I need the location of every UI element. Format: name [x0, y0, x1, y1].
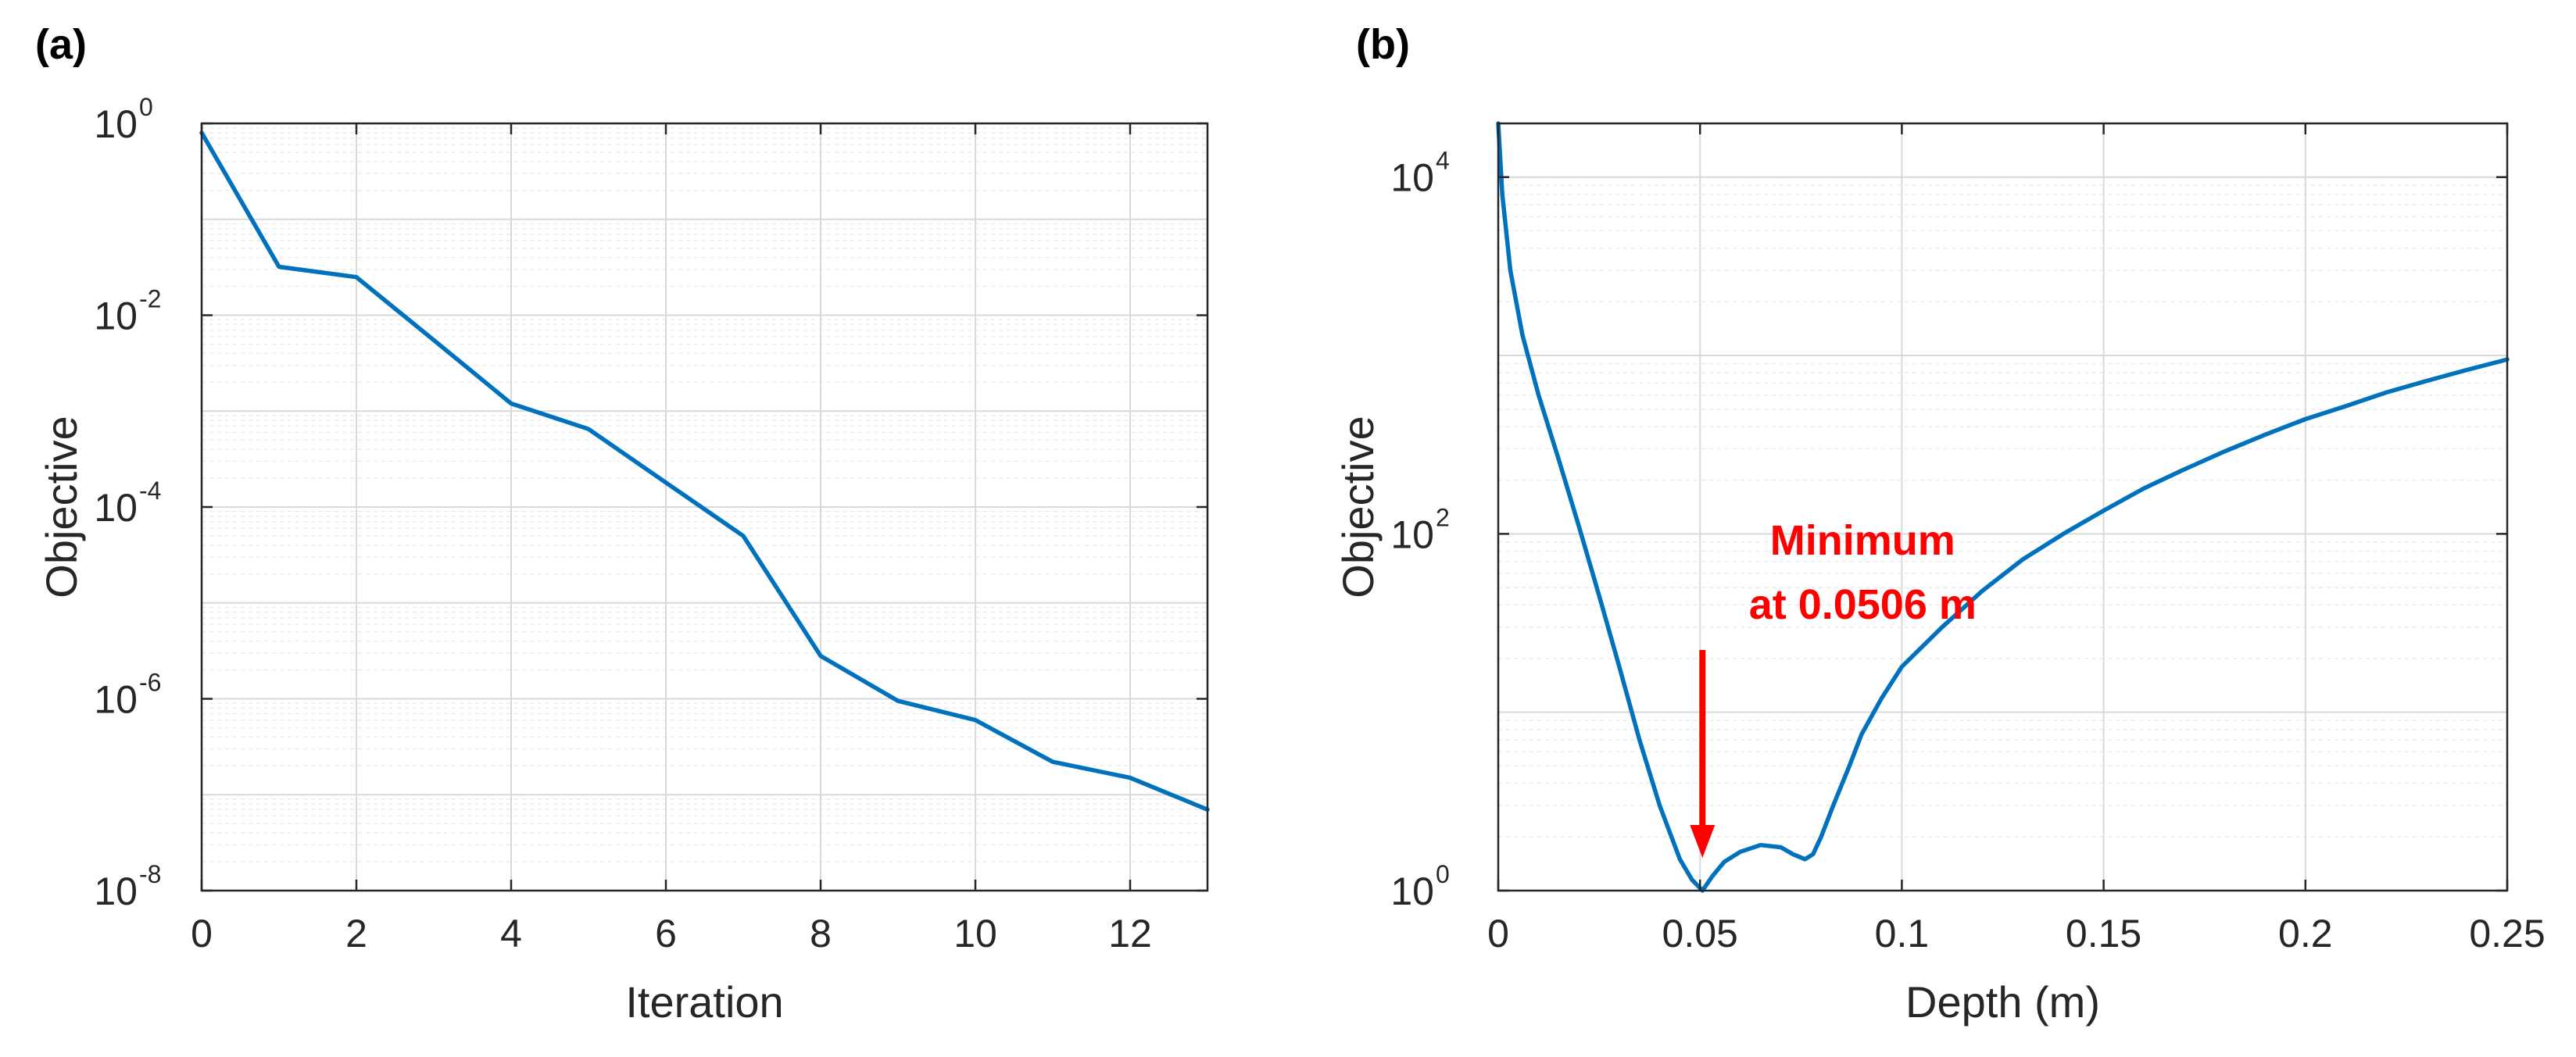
plot-area [1498, 123, 2507, 891]
y-tick-exponent: 4 [1436, 147, 1450, 175]
y-tick-exponent: -6 [139, 669, 161, 697]
panel-label-a: (a) [35, 21, 87, 68]
y-tick-label: 10 [94, 295, 138, 338]
y-tick-label: 10 [1390, 156, 1434, 200]
x-tick-label: 10 [953, 912, 997, 955]
annotation-arrow-head [1690, 825, 1716, 858]
y-tick-label: 10 [1390, 870, 1434, 913]
x-tick-label: 8 [810, 912, 832, 955]
x-tick-label: 0 [191, 912, 213, 955]
annotation-line-2: at 0.0506 m [1749, 581, 1977, 628]
y-tick-label: 10 [1390, 512, 1434, 556]
y-axis-label: Objective [37, 416, 86, 598]
x-tick-label: 0.1 [1875, 912, 1930, 955]
series-line-1 [199, 130, 1210, 812]
y-tick-exponent: -2 [139, 285, 161, 313]
annotation-line-1: Minimum [1770, 517, 1955, 564]
x-tick-label: 0.15 [2066, 912, 2141, 955]
y-tick-label: 10 [94, 486, 138, 530]
axes-frame [1497, 122, 2509, 892]
y-tick-label: 10 [94, 678, 138, 722]
x-axis-label: Depth (m) [1905, 977, 2100, 1027]
x-tick-label: 6 [655, 912, 677, 955]
y-tick-exponent: 0 [1436, 860, 1450, 888]
x-tick-label: 2 [345, 912, 367, 955]
y-tick-label: 10 [94, 102, 138, 146]
y-tick-exponent: -4 [139, 477, 161, 505]
x-tick-label: 0.2 [2278, 912, 2333, 955]
x-tick-label: 0 [1487, 912, 1509, 955]
panel-label-b: (b) [1356, 21, 1410, 68]
x-axis-label: Iteration [625, 977, 783, 1027]
series-line-1 [1496, 121, 2510, 893]
y-tick-exponent: 2 [1436, 503, 1450, 531]
x-tick-label: 0.05 [1662, 912, 1738, 955]
y-axis-label: Objective [1333, 416, 1383, 598]
x-tick-label: 12 [1108, 912, 1152, 955]
y-tick-exponent: 0 [139, 93, 153, 121]
x-tick-label: 0.25 [2469, 912, 2545, 955]
y-tick-label: 10 [94, 870, 138, 913]
x-tick-label: 4 [500, 912, 522, 955]
y-tick-exponent: -8 [139, 860, 161, 888]
